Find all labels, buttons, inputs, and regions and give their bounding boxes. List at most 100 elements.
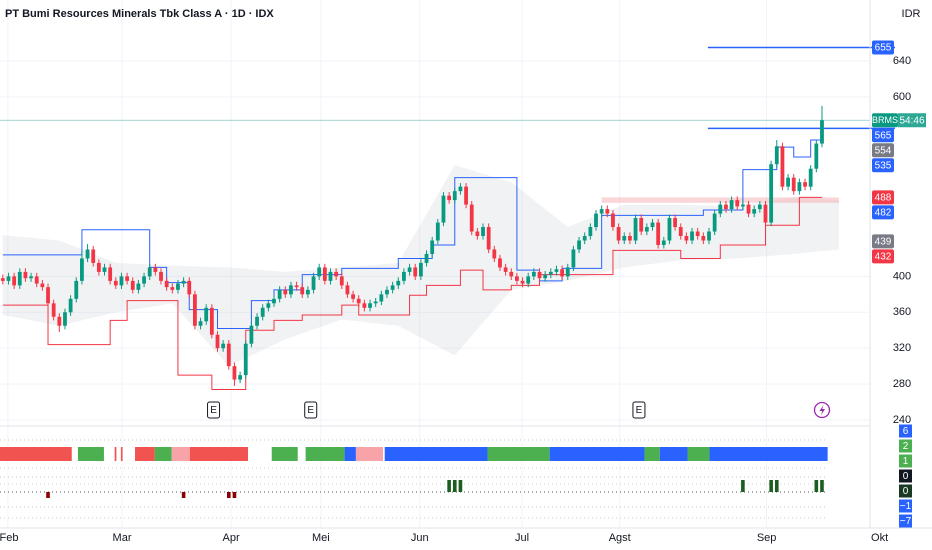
candle-body bbox=[475, 231, 480, 237]
candle-body bbox=[498, 258, 502, 268]
candle-body bbox=[12, 276, 17, 286]
candle-body bbox=[91, 249, 96, 263]
indicator-label: 2 bbox=[903, 441, 909, 452]
regime-segment bbox=[114, 447, 117, 461]
candle-body bbox=[193, 294, 197, 326]
candle-body bbox=[678, 227, 683, 237]
candle-body bbox=[390, 285, 395, 290]
candle-body bbox=[385, 289, 389, 295]
candle-body bbox=[46, 287, 50, 304]
candle-body bbox=[272, 298, 276, 304]
y-tick-label: 400 bbox=[893, 270, 911, 282]
price-label: 488 bbox=[875, 193, 892, 204]
candle-body bbox=[153, 267, 158, 272]
candle-body bbox=[577, 240, 581, 250]
regime-segment bbox=[154, 447, 172, 461]
candle-body bbox=[255, 316, 259, 326]
lightning-icon bbox=[819, 405, 825, 416]
candle-body bbox=[469, 204, 474, 232]
price-label-box bbox=[872, 249, 894, 264]
candle-body bbox=[515, 276, 519, 281]
candle-body bbox=[633, 218, 638, 241]
regime-segment bbox=[659, 447, 688, 461]
y-tick-label: 320 bbox=[893, 342, 911, 354]
earnings-marker[interactable] bbox=[304, 401, 318, 419]
regime-segment bbox=[487, 447, 550, 461]
candle-body bbox=[509, 271, 514, 277]
regime-segment bbox=[549, 447, 645, 461]
candle-body bbox=[413, 267, 418, 277]
candle-body bbox=[164, 280, 169, 288]
candle-body bbox=[560, 269, 565, 277]
candle-body bbox=[108, 267, 113, 281]
candle-body bbox=[402, 271, 406, 281]
candle-body bbox=[57, 316, 62, 326]
x-tick-label: Mar bbox=[113, 532, 132, 544]
lightning-event[interactable] bbox=[813, 401, 831, 419]
candle-body bbox=[492, 249, 497, 259]
candle-body bbox=[724, 204, 728, 210]
candle-body bbox=[820, 120, 824, 144]
earnings-marker[interactable] bbox=[207, 401, 221, 419]
candle-body bbox=[769, 164, 774, 223]
candle-body bbox=[430, 240, 435, 254]
candle-body bbox=[690, 231, 694, 241]
candle-body bbox=[85, 249, 90, 259]
candle-body bbox=[628, 236, 632, 241]
candle-body bbox=[656, 222, 661, 245]
candle-body bbox=[322, 267, 327, 281]
candle-body bbox=[616, 227, 621, 241]
indicator-label-box bbox=[899, 499, 912, 513]
regime-segment bbox=[77, 447, 104, 461]
candle-body bbox=[424, 253, 429, 263]
candle-body bbox=[774, 146, 779, 165]
earnings-marker[interactable] bbox=[632, 401, 646, 419]
candle-body bbox=[283, 289, 288, 295]
indicator-label: 0 bbox=[903, 486, 909, 497]
candle-body bbox=[305, 289, 310, 295]
regime-segment bbox=[135, 447, 155, 461]
candle-body bbox=[221, 343, 226, 349]
candle-body bbox=[176, 283, 180, 290]
candle-body bbox=[537, 271, 542, 279]
candle-body bbox=[458, 186, 463, 192]
histogram-bar bbox=[820, 480, 824, 492]
candle-body bbox=[548, 271, 553, 275]
candle-body bbox=[740, 204, 745, 207]
candle-body bbox=[407, 267, 412, 272]
candle-body bbox=[531, 271, 536, 277]
candle-body bbox=[582, 236, 587, 241]
candle-body bbox=[23, 271, 28, 279]
y-tick-label: 280 bbox=[893, 378, 911, 390]
price-label: 482 bbox=[875, 208, 892, 219]
candle-body bbox=[554, 269, 559, 272]
regime-segment bbox=[384, 447, 488, 461]
candle-body bbox=[232, 366, 237, 380]
candle-body bbox=[780, 146, 785, 187]
indicator-label-box bbox=[899, 454, 912, 468]
candle-body bbox=[373, 301, 378, 304]
candle-body bbox=[644, 227, 649, 232]
regime-segment bbox=[687, 447, 710, 461]
y-tick-label: 640 bbox=[893, 55, 911, 67]
overlay: E E E 655 BRMS 54:46 565 554 535 488 482 439 432 6 2 1 0… bbox=[0, 40, 926, 528]
price-label: 554 bbox=[875, 145, 892, 156]
y-tick-label: 360 bbox=[893, 306, 911, 318]
candle-body bbox=[260, 307, 265, 317]
candle-body bbox=[481, 227, 485, 237]
candle-body bbox=[571, 249, 576, 268]
candle-body bbox=[447, 195, 452, 201]
resistance-zone bbox=[601, 197, 839, 203]
candle-body bbox=[526, 276, 531, 284]
price-label: 655 bbox=[875, 43, 892, 54]
candle-body bbox=[588, 227, 593, 237]
indicator-label: 6 bbox=[903, 426, 909, 437]
candle-body bbox=[520, 280, 525, 284]
histogram-bar bbox=[447, 480, 451, 492]
candle-body bbox=[181, 280, 186, 284]
candle-body bbox=[673, 218, 677, 228]
candle-body bbox=[345, 285, 350, 295]
candle-body bbox=[695, 231, 700, 237]
earnings-label: E bbox=[210, 405, 217, 416]
indicator-label-box bbox=[899, 469, 912, 483]
